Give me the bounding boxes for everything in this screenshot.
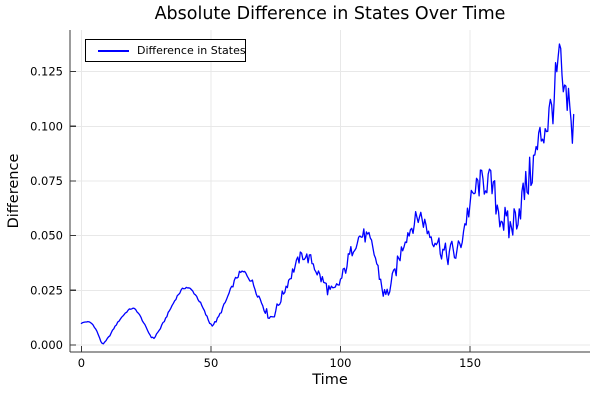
legend-label: Difference in States xyxy=(137,44,246,57)
x-tick-label: 50 xyxy=(204,356,219,370)
y-tick-label: 0.000 xyxy=(30,338,63,352)
legend: Difference in States xyxy=(85,39,246,62)
x-tick-label: 100 xyxy=(330,356,352,370)
y-axis-label: Difference xyxy=(6,153,22,229)
y-tick-label: 0.075 xyxy=(30,174,63,188)
chart-title: Absolute Difference in States Over Time xyxy=(154,4,506,24)
series-line-difference-in-states xyxy=(80,43,575,345)
y-tick-label: 0.125 xyxy=(30,65,63,79)
x-axis-label: Time xyxy=(312,372,348,388)
x-tick-label: 0 xyxy=(78,356,85,370)
y-tick-label: 0.050 xyxy=(30,229,63,243)
y-tick-label: 0.100 xyxy=(30,119,63,133)
legend-line-swatch xyxy=(98,49,129,52)
y-tick-label: 0.025 xyxy=(30,283,63,297)
x-tick-label: 150 xyxy=(459,356,481,370)
